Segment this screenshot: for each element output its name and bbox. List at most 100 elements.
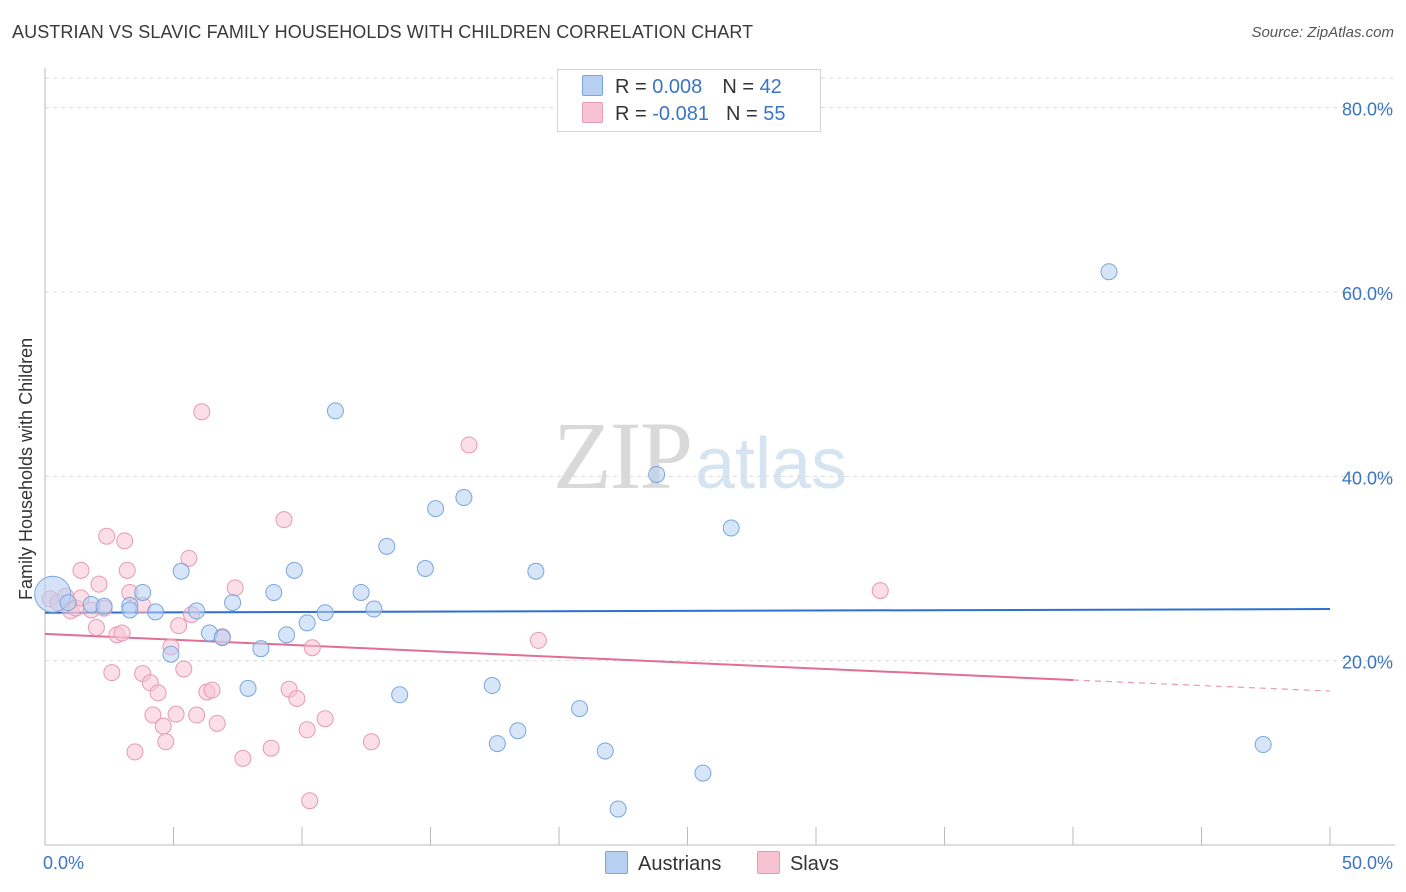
bottom-legend-label-austrians: Austrians [638, 853, 722, 875]
slav-point [460, 436, 478, 454]
austrian-point [648, 465, 666, 483]
slav-point [193, 403, 211, 421]
austrian-point [571, 700, 589, 718]
slav-trend-line [44, 632, 1074, 682]
legend-r-value: -0.081 [652, 103, 709, 125]
legend-row-slavs: R = -0.081 N = 55 [582, 102, 785, 126]
bottom-legend-swatch-austrians [605, 851, 628, 874]
slav-point [157, 733, 175, 751]
austrian-point [265, 583, 283, 601]
slav-point [301, 792, 319, 810]
bottom-legend-label-slavs: Slavs [789, 853, 839, 875]
trend-lines [44, 608, 1331, 692]
slav-point [149, 684, 167, 702]
austrian-point [59, 594, 77, 612]
legend-row-austrians: R = 0.008 N = 42 [582, 75, 782, 99]
austrian-point [527, 562, 545, 580]
y-tick-label: 20.0% [1342, 653, 1393, 673]
bottom-legend-slavs[interactable]: Slavs [756, 851, 839, 876]
slav-point [98, 527, 116, 545]
austrian-point [298, 614, 316, 632]
austrian-point [455, 489, 473, 507]
slav-point [226, 579, 244, 597]
slav-point [362, 733, 380, 751]
austrian-point [391, 686, 409, 704]
slav-trend-line-extension [1072, 679, 1331, 692]
legend-r-value: 0.008 [652, 76, 703, 98]
legend-n-value: 55 [763, 103, 786, 125]
austrian-point [596, 742, 614, 760]
slav-point [118, 561, 136, 579]
slav-point [262, 739, 280, 757]
austrian-point [694, 764, 712, 782]
slav-point [188, 706, 206, 724]
austrian-point [252, 640, 270, 658]
austrian-point [285, 561, 303, 579]
austrian-point [326, 402, 344, 420]
austrian-point [352, 583, 370, 601]
source-label: Source: ZipAtlas.com [1251, 24, 1394, 41]
tick-labels: 20.0% 40.0% 60.0% 80.0% 0.0% 50.0% [43, 100, 1393, 873]
legend-swatch-slavs [582, 102, 603, 123]
austrian-point [239, 679, 257, 697]
austrian-point [162, 645, 180, 663]
austrian-point [134, 583, 152, 601]
slav-point [126, 743, 144, 761]
y-axis-label: Family Households with Children [16, 337, 36, 600]
austrian-point [95, 597, 113, 615]
y-tick-label: 80.0% [1342, 100, 1393, 120]
slav-point [170, 617, 188, 635]
austrian-trend-line [44, 608, 1331, 614]
slav-point [288, 689, 306, 707]
austrian-point [483, 677, 501, 695]
slav-point [113, 624, 131, 642]
bottom-legend-swatch-slavs [756, 851, 780, 874]
legend-r-label: R = [615, 76, 653, 98]
grid-lines [45, 77, 1395, 662]
legend-swatch-austrians [582, 75, 603, 96]
austrian-point [416, 559, 434, 577]
bottom-legend-austrians[interactable]: Austrians [605, 851, 721, 876]
data-points [34, 263, 1272, 818]
slav-point [154, 717, 172, 735]
austrian-point [278, 626, 296, 644]
austrian-point [172, 562, 190, 580]
y-tick-label: 60.0% [1342, 284, 1393, 304]
slav-point [116, 532, 134, 550]
slav-point [208, 714, 226, 732]
slav-point [103, 664, 121, 682]
bottom-legend: Austrians Slavs [605, 851, 869, 876]
y-tick-label: 40.0% [1342, 468, 1393, 488]
austrian-point [224, 594, 242, 612]
slav-point [180, 549, 198, 567]
slav-point [316, 710, 334, 728]
austrian-point [609, 800, 627, 818]
axes [44, 68, 1395, 846]
slav-point [175, 660, 193, 678]
austrian-point [316, 604, 334, 622]
slav-point [298, 721, 316, 739]
austrian-point [188, 602, 206, 620]
austrian-point [1100, 263, 1118, 281]
legend-n-label: N = [722, 76, 760, 98]
slav-point [203, 681, 221, 699]
x-tick-label-max: 50.0% [1342, 853, 1393, 873]
slav-point [234, 749, 252, 767]
slav-point [87, 618, 105, 636]
slav-point [303, 639, 321, 657]
slav-point [529, 631, 547, 649]
legend-n-value: 42 [759, 76, 782, 98]
austrian-point [213, 629, 231, 647]
legend-n-label: N = [725, 103, 764, 125]
austrian-point [722, 519, 740, 537]
austrian-point [378, 537, 396, 555]
austrian-point [488, 735, 506, 753]
austrian-point [147, 603, 165, 621]
austrian-point [121, 601, 139, 619]
austrian-point [1254, 736, 1272, 754]
legend: R = 0.008 N = 42 R = -0.081 N = 55 [557, 69, 821, 132]
slav-point [871, 582, 889, 600]
austrian-point [427, 500, 445, 518]
legend-r-label: R = [615, 103, 653, 125]
